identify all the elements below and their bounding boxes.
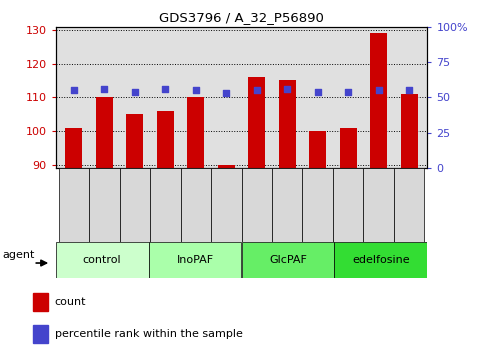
Bar xyxy=(33,325,48,343)
Bar xyxy=(394,168,425,242)
Point xyxy=(375,87,383,93)
Bar xyxy=(340,128,356,168)
Bar xyxy=(187,97,204,168)
Point xyxy=(284,86,291,92)
Point xyxy=(253,87,261,93)
Bar xyxy=(157,111,174,168)
Point xyxy=(192,87,199,93)
Text: edelfosine: edelfosine xyxy=(352,255,410,265)
Bar xyxy=(333,168,363,242)
Point xyxy=(344,89,352,95)
Point xyxy=(100,86,108,92)
Bar xyxy=(401,94,417,168)
Bar xyxy=(96,97,113,168)
Text: GlcPAF: GlcPAF xyxy=(269,255,307,265)
Title: GDS3796 / A_32_P56890: GDS3796 / A_32_P56890 xyxy=(159,11,324,24)
Text: control: control xyxy=(83,255,121,265)
Bar xyxy=(309,131,326,168)
Bar xyxy=(58,168,89,242)
Bar xyxy=(211,168,242,242)
Bar xyxy=(334,242,427,278)
Text: count: count xyxy=(55,297,86,307)
Point xyxy=(70,87,78,93)
Bar xyxy=(150,168,181,242)
Text: percentile rank within the sample: percentile rank within the sample xyxy=(55,329,242,339)
Point xyxy=(222,90,230,96)
Bar xyxy=(279,80,296,168)
Bar xyxy=(302,168,333,242)
Bar xyxy=(363,168,394,242)
Point xyxy=(161,86,169,92)
Bar xyxy=(242,242,334,278)
Bar xyxy=(66,128,82,168)
Bar xyxy=(242,168,272,242)
Bar xyxy=(272,168,302,242)
Bar xyxy=(56,242,149,278)
Bar xyxy=(33,293,48,311)
Bar xyxy=(89,168,120,242)
Bar xyxy=(218,165,235,168)
Point xyxy=(314,89,322,95)
Text: InoPAF: InoPAF xyxy=(176,255,213,265)
Bar xyxy=(370,33,387,168)
Point xyxy=(405,87,413,93)
Bar xyxy=(149,242,242,278)
Text: agent: agent xyxy=(3,250,35,260)
Bar xyxy=(120,168,150,242)
Bar xyxy=(127,114,143,168)
Bar xyxy=(248,77,265,168)
Point xyxy=(131,89,139,95)
Bar xyxy=(181,168,211,242)
